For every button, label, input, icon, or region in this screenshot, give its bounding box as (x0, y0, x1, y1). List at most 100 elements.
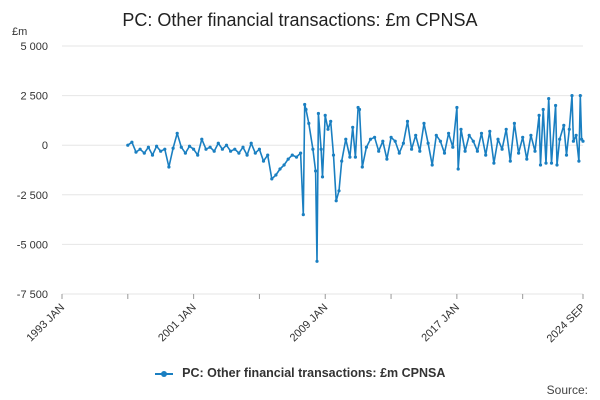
data-point[interactable] (138, 147, 142, 151)
data-point[interactable] (467, 133, 471, 137)
data-point[interactable] (257, 147, 261, 151)
data-point[interactable] (537, 113, 541, 117)
data-point[interactable] (574, 133, 578, 137)
data-point[interactable] (200, 137, 204, 141)
data-point[interactable] (479, 131, 484, 135)
data-point[interactable] (492, 161, 496, 165)
data-point[interactable] (303, 102, 307, 107)
data-point[interactable] (241, 145, 245, 149)
data-point[interactable] (471, 139, 475, 143)
data-point[interactable] (253, 151, 257, 155)
data-point[interactable] (525, 157, 529, 161)
data-point[interactable] (377, 149, 381, 153)
data-point[interactable] (126, 143, 130, 147)
data-point[interactable] (442, 151, 447, 155)
data-point[interactable] (261, 159, 266, 163)
data-point[interactable] (329, 119, 333, 123)
data-point[interactable] (142, 151, 146, 155)
data-point[interactable] (410, 147, 414, 151)
data-point[interactable] (353, 155, 357, 159)
data-point[interactable] (187, 144, 192, 148)
data-point[interactable] (447, 131, 451, 135)
data-point[interactable] (381, 139, 385, 143)
data-point[interactable] (430, 163, 434, 167)
data-point[interactable] (455, 105, 459, 110)
data-point[interactable] (334, 199, 338, 203)
data-point[interactable] (555, 163, 559, 167)
data-point[interactable] (554, 103, 558, 108)
data-point[interactable] (508, 159, 512, 163)
data-point[interactable] (500, 147, 504, 151)
data-point[interactable] (175, 131, 179, 135)
data-point[interactable] (418, 149, 422, 153)
data-point[interactable] (134, 150, 138, 154)
data-point[interactable] (357, 107, 362, 112)
data-point[interactable] (401, 141, 405, 145)
data-point[interactable] (549, 161, 554, 165)
data-point[interactable] (179, 145, 183, 149)
data-point[interactable] (290, 153, 294, 157)
data-point[interactable] (237, 151, 241, 155)
data-point[interactable] (159, 149, 163, 153)
data-point[interactable] (233, 147, 237, 151)
data-point[interactable] (459, 127, 463, 131)
data-point[interactable] (414, 133, 418, 137)
data-point[interactable] (340, 159, 344, 163)
data-point[interactable] (216, 141, 220, 145)
data-point[interactable] (360, 165, 364, 169)
data-point[interactable] (331, 153, 336, 157)
data-point[interactable] (504, 127, 508, 131)
data-point[interactable] (426, 141, 430, 145)
data-point[interactable] (278, 167, 282, 171)
data-point[interactable] (348, 155, 352, 159)
data-point[interactable] (484, 153, 488, 157)
data-point[interactable] (544, 161, 548, 165)
data-point[interactable] (564, 153, 569, 157)
data-point[interactable] (212, 149, 216, 153)
data-point[interactable] (299, 151, 303, 155)
data-point[interactable] (558, 137, 562, 141)
data-point[interactable] (315, 259, 319, 263)
data-point[interactable] (326, 127, 330, 131)
data-point[interactable] (146, 145, 150, 149)
data-point[interactable] (204, 147, 208, 151)
data-point[interactable] (581, 139, 585, 143)
data-point[interactable] (451, 145, 455, 149)
data-point[interactable] (368, 137, 373, 141)
data-point[interactable] (538, 163, 543, 167)
data-point[interactable] (351, 125, 355, 129)
data-point[interactable] (245, 153, 249, 157)
data-point[interactable] (270, 177, 274, 181)
data-point[interactable] (155, 144, 159, 148)
data-point[interactable] (422, 121, 426, 125)
data-point[interactable] (150, 153, 155, 157)
data-point[interactable] (220, 147, 224, 151)
data-point[interactable] (294, 155, 299, 159)
data-point[interactable] (397, 151, 401, 155)
data-point[interactable] (541, 107, 545, 112)
data-point[interactable] (393, 139, 397, 143)
data-point[interactable] (521, 135, 525, 139)
data-point[interactable] (463, 149, 467, 153)
data-point[interactable] (266, 153, 270, 157)
data-point[interactable] (311, 147, 315, 151)
data-point[interactable] (389, 135, 393, 139)
data-point[interactable] (567, 127, 571, 131)
data-point[interactable] (163, 147, 167, 151)
data-point[interactable] (533, 149, 537, 153)
data-point[interactable] (282, 163, 286, 167)
data-point[interactable] (323, 113, 327, 117)
data-point[interactable] (316, 111, 320, 116)
data-point[interactable] (224, 143, 229, 147)
data-point[interactable] (196, 153, 200, 157)
data-point[interactable] (167, 165, 171, 169)
legend[interactable]: PC: Other financial transactions: £m CPN… (0, 366, 600, 380)
data-point[interactable] (562, 123, 566, 127)
data-point[interactable] (344, 137, 348, 141)
data-point[interactable] (364, 145, 368, 149)
data-point[interactable] (301, 213, 305, 217)
data-point[interactable] (578, 94, 582, 98)
data-point[interactable] (192, 147, 196, 151)
data-point[interactable] (320, 175, 325, 179)
data-point[interactable] (373, 135, 377, 139)
